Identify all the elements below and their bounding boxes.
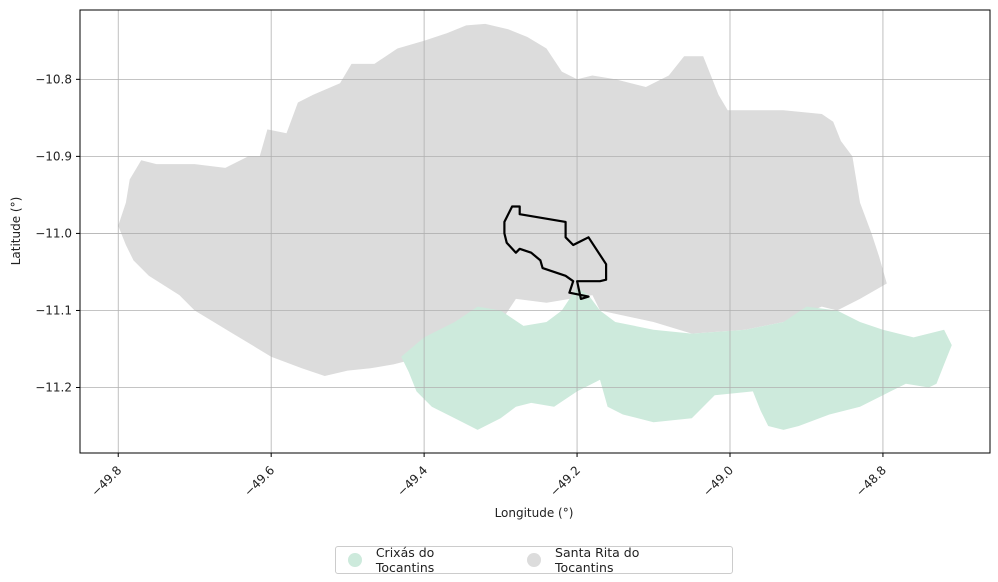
legend-label-santa-rita: Santa Rita do Tocantins xyxy=(555,545,700,575)
x-axis-label: Longitude (°) xyxy=(495,506,574,520)
regions-layer xyxy=(118,24,952,430)
legend-item-santa-rita: Santa Rita do Tocantins xyxy=(527,545,700,575)
y-tick-label: −10.9 xyxy=(35,149,72,163)
x-tick-label: −49.8 xyxy=(88,463,124,499)
x-tick-label: −49.4 xyxy=(394,463,430,499)
x-axis: −49.8 −49.6 −49.4 −49.2 −49.0 −48.8 xyxy=(88,453,889,499)
legend-marker-crixas xyxy=(348,553,362,567)
legend: Crixás do Tocantins Santa Rita do Tocant… xyxy=(335,546,733,574)
x-tick-label: −49.2 xyxy=(547,463,583,499)
legend-label-crixas: Crixás do Tocantins xyxy=(376,545,495,575)
y-tick-label: −11.2 xyxy=(35,381,72,395)
y-axis: −10.8 −10.9 −11.0 −11.1 −11.2 xyxy=(35,72,80,394)
x-tick-label: −48.8 xyxy=(853,463,889,499)
y-axis-label: Latitude (°) xyxy=(9,197,23,266)
y-tick-label: −11.1 xyxy=(35,303,72,317)
x-tick-label: −49.0 xyxy=(700,463,736,499)
x-tick-label: −49.6 xyxy=(241,463,277,499)
y-tick-label: −11.0 xyxy=(35,226,72,240)
legend-item-crixas: Crixás do Tocantins xyxy=(348,545,495,575)
y-tick-label: −10.8 xyxy=(35,72,72,86)
legend-marker-santa-rita xyxy=(527,553,541,567)
